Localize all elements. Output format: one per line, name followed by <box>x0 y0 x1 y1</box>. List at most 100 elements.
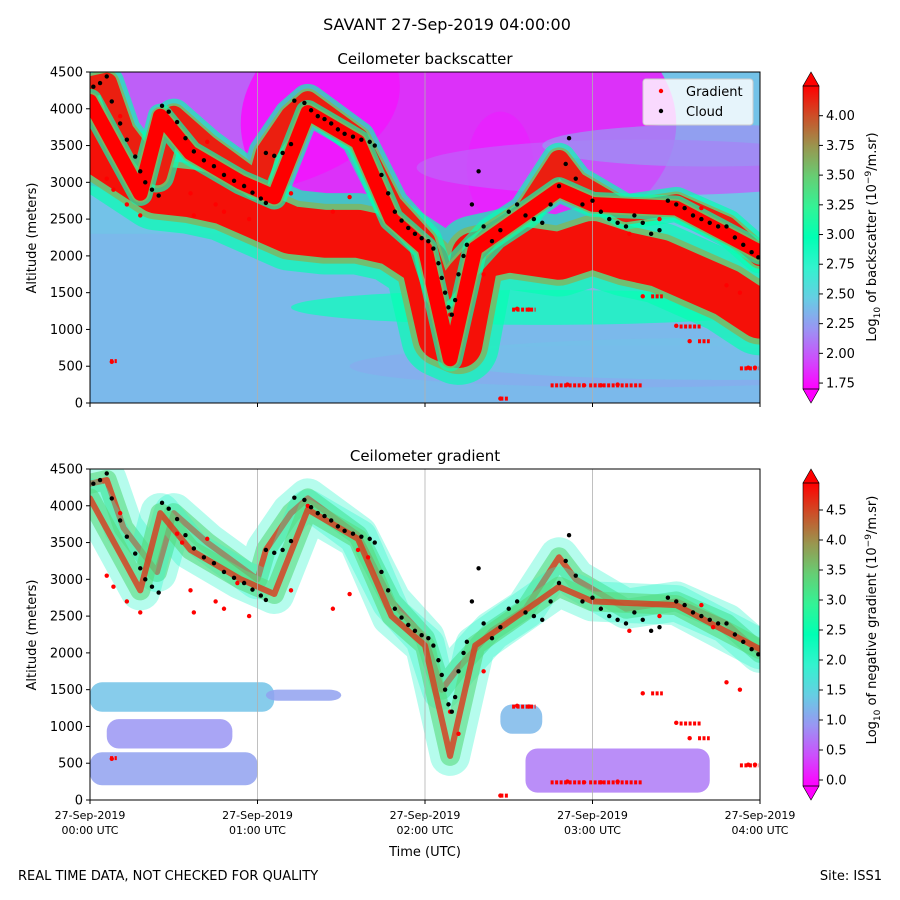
cloud-marker <box>272 550 277 556</box>
cloud-marker <box>280 547 285 553</box>
cloud-marker <box>335 127 341 132</box>
gradient-marker <box>174 531 180 536</box>
cloud-marker <box>183 533 188 538</box>
colorbar-extend-top <box>802 468 820 484</box>
cloud-marker <box>329 518 334 523</box>
cloud-marker <box>548 599 553 604</box>
cloud-marker <box>707 220 712 225</box>
cloud-marker <box>607 613 612 619</box>
cloud-marker <box>399 218 404 223</box>
cloud-marker <box>566 136 572 141</box>
cloud-marker <box>156 193 161 198</box>
colorbar-tick-label: 0.0 <box>826 774 847 789</box>
y-tick-label: 4000 <box>50 102 83 117</box>
cloud-marker <box>531 216 537 222</box>
legend-marker-cloud <box>658 108 664 114</box>
cloud-marker <box>506 209 511 214</box>
cloud-marker <box>250 190 255 195</box>
cloud-marker <box>166 109 171 114</box>
quality-disclaimer: REAL TIME DATA, NOT CHECKED FOR QUALITY <box>18 869 319 884</box>
cloud-marker <box>399 615 404 620</box>
cloud-marker <box>724 621 729 626</box>
cloud-marker <box>682 602 687 608</box>
gradient-marker <box>752 365 758 370</box>
y-tick-label: 2000 <box>50 249 83 264</box>
cloud-marker <box>580 599 585 604</box>
cloud-marker <box>302 100 307 106</box>
cloud-marker <box>741 639 746 645</box>
colorbar-tick-label: 4.00 <box>826 109 855 124</box>
gradient-low-layer <box>106 719 233 749</box>
y-tick-label: 0 <box>75 397 83 412</box>
backscatter-x-axis <box>89 403 761 407</box>
colorbar-tick-label: 0.5 <box>826 744 847 759</box>
cloud-marker <box>523 610 528 615</box>
gradient-marker <box>526 307 532 312</box>
gradient-marker <box>111 187 116 192</box>
cloud-marker <box>191 546 197 551</box>
colorbar-tick-label: 3.25 <box>826 198 855 213</box>
cloud-marker <box>419 633 424 638</box>
gradient-marker <box>347 591 352 597</box>
gradient-marker <box>514 306 520 312</box>
gradient-marker <box>724 283 729 288</box>
cloud-marker <box>292 98 297 103</box>
x-tick-label-time: 01:00 UTC <box>229 824 286 837</box>
cloud-marker <box>452 297 458 303</box>
y-tick-label: 3500 <box>50 536 83 551</box>
backscatter-blob <box>433 337 760 380</box>
gradient-marker <box>746 762 751 767</box>
cloud-marker <box>481 224 486 229</box>
cloud-marker <box>707 617 712 622</box>
cloud-marker <box>506 606 511 611</box>
cloud-marker <box>556 580 562 586</box>
cloud-marker <box>563 558 568 564</box>
colorbar-tick-label: 3.75 <box>826 139 855 154</box>
gradient-marker <box>205 536 210 542</box>
cloud-marker <box>598 209 604 214</box>
cloud-marker <box>322 513 327 519</box>
gradient-marker <box>565 779 570 784</box>
legend: Gradient Cloud <box>642 78 754 126</box>
gradient-marker <box>355 547 361 553</box>
gradient-marker <box>221 606 227 611</box>
cloud-marker <box>231 178 237 184</box>
cloud-marker <box>640 617 645 622</box>
gradient-marker <box>213 599 218 604</box>
cloud-marker <box>406 622 411 628</box>
cloud-marker <box>258 593 264 598</box>
gradient-marker <box>687 736 692 741</box>
cloud-marker <box>732 235 738 240</box>
gradient-y-axis: 0 500 1000 1500 2000 2500 3000 3500 4000 4500 <box>50 463 90 809</box>
cloud-marker <box>392 606 398 611</box>
gradient-marker <box>104 573 109 578</box>
backscatter-title: Ceilometer backscatter <box>337 50 513 68</box>
gradient-marker <box>498 396 503 401</box>
gradient-marker <box>456 731 461 736</box>
cloud-marker <box>104 74 109 79</box>
cloud-marker <box>469 599 475 604</box>
gradient-marker <box>188 588 193 593</box>
cloud-marker <box>573 573 578 578</box>
cloud-marker <box>590 595 595 600</box>
cloud-marker <box>156 590 161 595</box>
y-tick-label: 1000 <box>50 720 83 735</box>
colorbar-tick-label: 2.0 <box>826 654 847 669</box>
gradient-marker <box>674 720 679 725</box>
cloud-marker <box>514 599 520 604</box>
cloud-marker <box>308 108 314 113</box>
cloud-marker <box>159 103 165 109</box>
x-tick-label-date: 27-Sep-2019 <box>55 809 126 822</box>
cloud-marker <box>449 709 454 714</box>
gradient-marker <box>498 793 503 798</box>
gradient-marker <box>456 334 461 339</box>
cloud-marker <box>133 551 138 556</box>
gradient-marker <box>365 555 371 560</box>
cloud-marker <box>221 172 227 178</box>
gradient-marker <box>481 272 486 277</box>
cloud-marker <box>464 639 470 645</box>
cloud-marker <box>117 121 123 126</box>
cloud-marker <box>476 566 481 571</box>
backscatter-markers <box>91 74 760 401</box>
gradient-marker <box>355 150 361 156</box>
